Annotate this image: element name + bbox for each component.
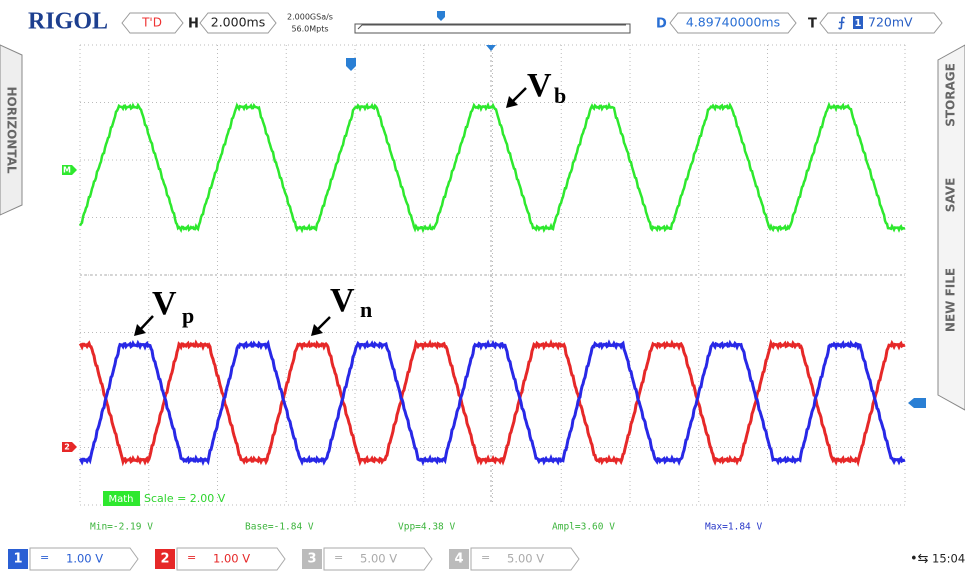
ch2-marker — [62, 442, 77, 452]
channel-tab — [176, 547, 286, 571]
delay: 4.89740000ms — [686, 15, 780, 30]
measurement: Max=1.84 V — [705, 522, 762, 533]
math-marker-label: M — [63, 166, 71, 175]
channel-scale: 5.00 V — [507, 552, 544, 566]
channel-coupling: = — [481, 551, 490, 564]
status: T'D — [141, 16, 162, 30]
right-tab — [937, 44, 965, 411]
annotation-vb: V b — [506, 67, 566, 108]
trigger-source-box — [853, 16, 863, 29]
channel-coupling: = — [334, 551, 343, 564]
measurement: Ampl=3.60 V — [552, 522, 615, 533]
left-tab — [0, 44, 23, 216]
annotation-main: V — [527, 67, 552, 104]
channel-number-box — [8, 549, 28, 569]
save-label: SAVE — [944, 178, 958, 213]
trigger-edge: ⨍ — [838, 16, 846, 31]
memory-waveform — [357, 24, 626, 30]
annotation-main: V — [330, 282, 355, 319]
trigger-arrow — [486, 45, 496, 51]
channel-number-box — [302, 549, 322, 569]
channel-bar: 1 = 1.00 V 2 = 1.00 V 3 = 5.00 V 4 = 5.00 V — [8, 547, 580, 571]
trigger-position-icon — [437, 11, 445, 21]
math-marker — [62, 165, 77, 175]
memory-depth: 56.0Mpts — [291, 25, 328, 34]
math-label: Math — [108, 494, 133, 505]
storage-label: STORAGE — [944, 63, 958, 127]
waveforms — [78, 101, 906, 467]
channel-tab — [29, 547, 139, 571]
clock: 15:04 — [932, 552, 965, 566]
measurement: Min=-2.19 V — [90, 522, 153, 533]
t-label: T — [808, 17, 817, 32]
channel-scale: 1.00 V — [213, 552, 250, 566]
ch1-trace — [78, 339, 906, 467]
channel-number-box — [449, 549, 469, 569]
channel-coupling: = — [187, 551, 196, 564]
new-file-label: NEW FILE — [944, 268, 958, 332]
h-label: H — [188, 17, 199, 32]
ch2-trace — [78, 338, 906, 467]
channel-scale: 1.00 V — [66, 552, 103, 566]
d-label: D — [656, 17, 667, 32]
channel-number: 1 — [13, 552, 22, 567]
status-tab — [121, 12, 184, 34]
annotation-sub: n — [360, 297, 372, 322]
channel-number: 3 — [307, 552, 316, 567]
channel-number: 2 — [160, 552, 169, 567]
channel-coupling: = — [40, 551, 49, 564]
timebase: 2.000ms — [211, 15, 265, 30]
brand: RIGOL — [28, 9, 108, 35]
annotation-vp: V p — [134, 285, 194, 336]
annotation-main: V — [152, 285, 177, 322]
trigger-tab — [819, 12, 943, 34]
annotation-sub: p — [182, 303, 194, 328]
delay-tab — [669, 12, 797, 34]
channel-number-box — [155, 549, 175, 569]
measurement: Vpp=4.38 V — [398, 522, 455, 533]
math-scale: Scale = 2.00 V — [144, 492, 226, 505]
trigger-marker — [346, 58, 356, 71]
channel-number: 4 — [454, 552, 463, 567]
sample-rate: 2.000GSa/s — [287, 13, 333, 22]
channel-tab — [470, 547, 580, 571]
trigger-level: 720mV — [868, 15, 913, 30]
measurement: Base=-1.84 V — [245, 522, 314, 533]
horizontal-label: HORIZONTAL — [5, 86, 19, 173]
ch2-marker-label: 2 — [64, 443, 70, 452]
annotation-sub: b — [554, 83, 566, 108]
math-trace — [78, 101, 906, 234]
channel-tab — [323, 547, 433, 571]
trigger-level-marker — [908, 398, 926, 408]
memory-bar — [354, 23, 631, 34]
timebase-tab — [199, 12, 277, 34]
channel-scale: 5.00 V — [360, 552, 397, 566]
annotation-vn: V n — [311, 282, 372, 336]
math-badge — [103, 491, 140, 506]
usb-icon: •⇆ — [910, 552, 929, 567]
trigger-source: 1 — [855, 18, 862, 29]
